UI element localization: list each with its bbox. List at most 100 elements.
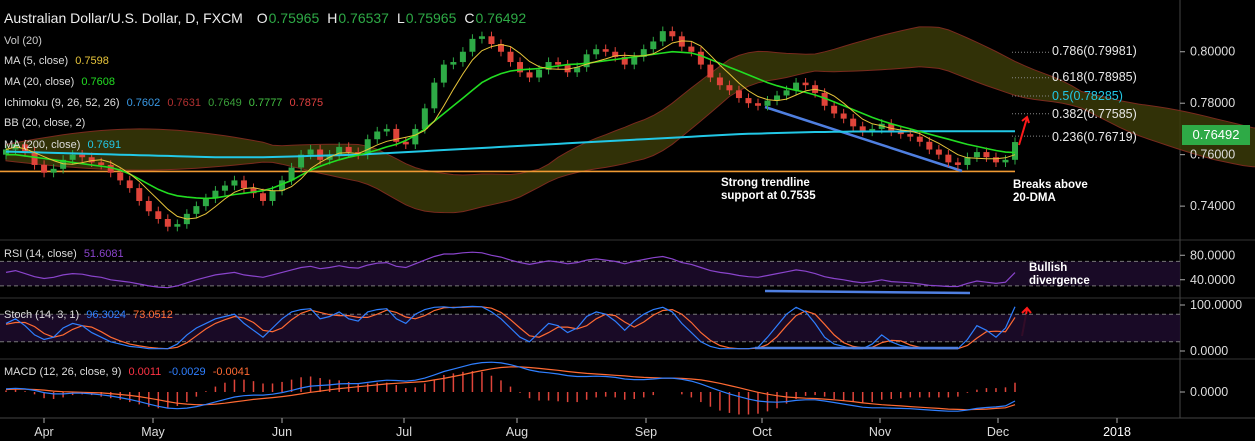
- price-tick-label: 0.74000: [1190, 199, 1235, 213]
- stoch-tick-label: 100.0000: [1190, 298, 1242, 312]
- ma200-label: MA (200, close): [4, 139, 81, 151]
- fib-level-786: 0.786(0.79981): [1052, 44, 1137, 58]
- candle-body: [954, 162, 961, 165]
- candle-body: [536, 69, 543, 78]
- trendline: [764, 105, 963, 173]
- candle-body: [478, 36, 485, 39]
- candle-body: [298, 154, 305, 168]
- candle-body: [831, 105, 838, 114]
- candle-body: [678, 36, 685, 47]
- ma5-value: 0.7598: [75, 55, 109, 67]
- ma20-label: MA (20, close): [4, 76, 75, 88]
- ma200-value: 0.7691: [87, 139, 122, 151]
- candle-body: [50, 168, 57, 173]
- ichimoku-label: Ichimoku (9, 26, 52, 26): [4, 97, 120, 109]
- candle-body: [869, 128, 876, 132]
- candle-body: [697, 51, 704, 65]
- ichimoku-kijun: 0.7631: [167, 97, 201, 109]
- candle-body: [669, 31, 676, 37]
- candle-body: [926, 141, 933, 150]
- candle-body: [783, 90, 790, 96]
- candle-body: [317, 149, 324, 160]
- ichimoku-span-b: 0.7875: [289, 97, 324, 109]
- candle-body: [174, 224, 181, 227]
- time-tick-label: Dec: [987, 425, 1009, 439]
- candle-body: [764, 100, 771, 106]
- candle-body: [640, 49, 647, 57]
- candle-body: [774, 95, 781, 101]
- ma20-value: 0.7608: [81, 76, 116, 88]
- ohlc-key: C: [464, 10, 475, 26]
- candle-body: [383, 128, 390, 132]
- rsi-label: RSI (14, close): [4, 248, 77, 260]
- stoch-d-line: [5, 306, 1016, 350]
- up-arrow: [1018, 115, 1030, 146]
- candle-body: [221, 185, 228, 191]
- ohlc-values: O0.75965 H0.76537 L0.75965 C0.76492: [257, 10, 534, 26]
- candle-body: [983, 152, 990, 158]
- candle-body: [973, 152, 980, 158]
- candle-body: [393, 128, 400, 142]
- candle-body: [469, 38, 476, 52]
- symbol-title: Australian Dollar/U.S. Dollar, D, FXCM: [4, 10, 243, 26]
- candle-body: [507, 51, 514, 63]
- candle-body: [545, 62, 552, 70]
- candle-body: [79, 154, 86, 158]
- candle-body: [60, 159, 67, 169]
- candle-body: [631, 56, 638, 65]
- candle-body: [612, 51, 619, 57]
- candle-body: [421, 108, 428, 129]
- candle-body: [260, 193, 267, 201]
- time-tick-label: Sep: [635, 425, 657, 439]
- chart-title-row: Australian Dollar/U.S. Dollar, D, FXCM O…: [4, 10, 538, 26]
- candle-body: [345, 146, 352, 153]
- candle-body: [488, 36, 495, 45]
- candle-body: [126, 180, 133, 189]
- candle-body: [269, 190, 276, 201]
- candle-body: [364, 139, 371, 155]
- ohlc-key: O: [256, 10, 268, 26]
- ma200-legend: MA (200, close) 0.7691: [4, 139, 125, 151]
- price-tick-label: 0.78000: [1190, 96, 1235, 110]
- ohlc-value: 0.75965: [405, 10, 457, 26]
- candle-body: [1002, 159, 1009, 163]
- candle-body: [593, 49, 600, 55]
- ichimoku-tenkan: 0.7602: [126, 97, 161, 109]
- candle-body: [878, 123, 885, 129]
- candle-body: [716, 77, 723, 86]
- ohlc-key: H: [327, 10, 338, 26]
- breaks-annotation: Breaks above 20-DMA: [1013, 179, 1088, 205]
- candle-body: [526, 72, 533, 78]
- rsi-divergence-line: [764, 289, 971, 295]
- macd-hist-value: 0.0011: [128, 366, 162, 378]
- candle-body: [374, 131, 381, 140]
- rsi-tick-label: 80.0000: [1190, 248, 1235, 262]
- support-annotation: Strong trendline support at 0.7535: [721, 177, 816, 203]
- candle-body: [202, 198, 209, 207]
- support-annotation-line1: Strong trendline: [721, 177, 810, 189]
- fib-level-382: 0.382(0.77585): [1052, 107, 1137, 121]
- candle-body: [88, 157, 95, 163]
- ohlc-value: 0.76537: [338, 10, 389, 26]
- ichimoku-chikou: 0.7649: [208, 97, 242, 109]
- stoch-label: Stoch (14, 3, 1): [4, 309, 80, 321]
- candle-body: [621, 56, 628, 65]
- candle-body: [916, 136, 923, 142]
- candle-body: [945, 154, 952, 163]
- divergence-annotation-line1: Bullish: [1029, 262, 1068, 274]
- candle-body: [212, 190, 219, 199]
- candle-body: [650, 41, 657, 50]
- candle-body: [193, 206, 200, 214]
- current-price-badge: 0.76492: [1182, 125, 1250, 145]
- divergence-annotation-line2: divergence: [1029, 275, 1090, 287]
- candle-body: [897, 131, 904, 135]
- bb-label: BB (20, close, 2): [4, 117, 86, 129]
- stoch-legend: Stoch (14, 3, 1) 96.3024 73.0512: [4, 309, 177, 321]
- candle-body: [1012, 142, 1018, 160]
- stoch-band: [0, 314, 1180, 342]
- rsi-value: 51.6081: [83, 248, 124, 260]
- ma200-line: [5, 130, 1015, 159]
- candle-body: [793, 82, 800, 91]
- candle-body: [688, 46, 695, 52]
